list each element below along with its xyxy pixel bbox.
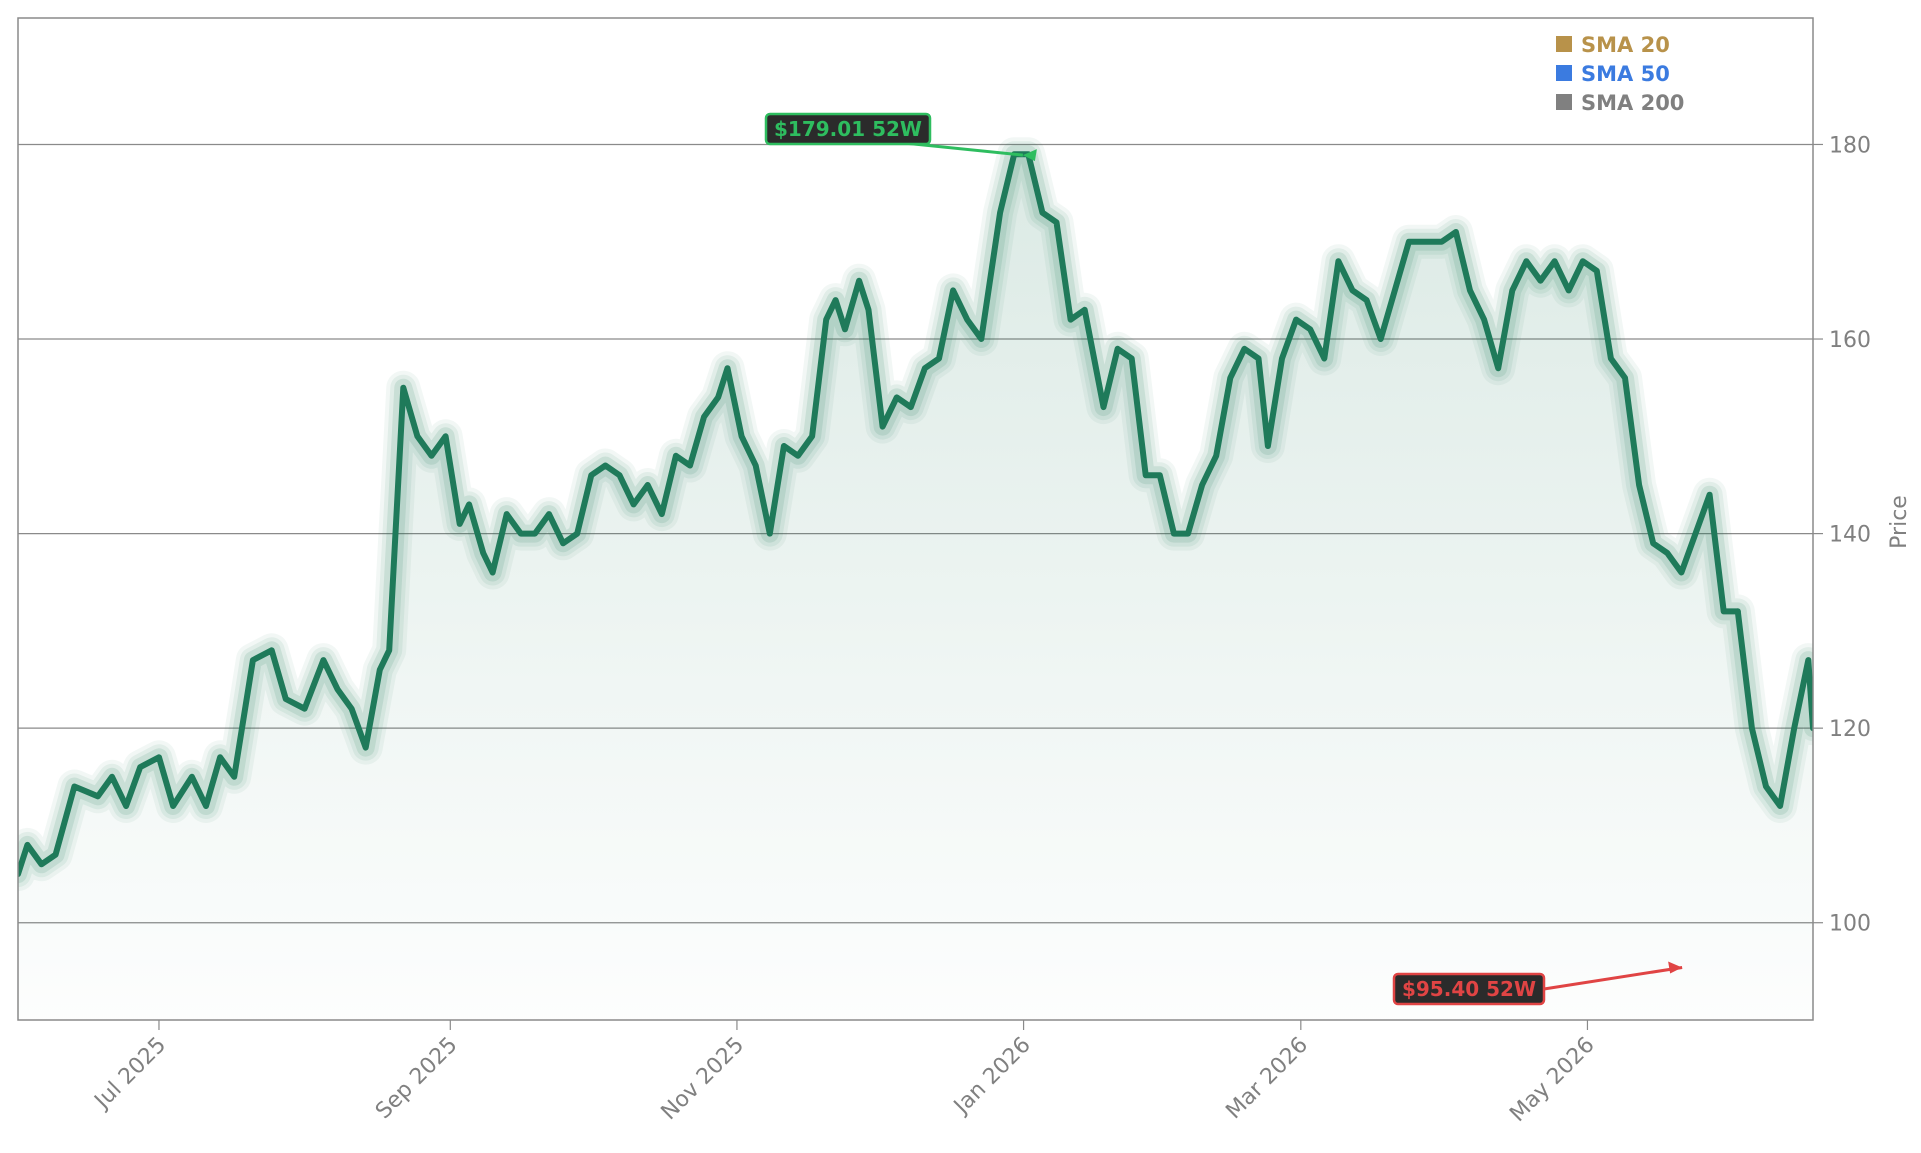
y-tick-label: 140: [1829, 523, 1871, 548]
low-52w-label: $95.40 52W: [1402, 977, 1536, 1001]
price-line-1: [18, 151, 1741, 878]
x-tick-label: Jul 2025: [89, 1033, 171, 1115]
legend-label: SMA 200: [1581, 91, 1684, 115]
x-tick-label: May 2026: [1505, 1033, 1599, 1127]
legend-swatch: [1556, 65, 1572, 81]
annotation-arrowhead: [1022, 149, 1037, 162]
price-area: [18, 154, 1813, 1020]
legend-label: SMA 20: [1581, 33, 1670, 57]
legend-swatch: [1556, 94, 1572, 110]
legend-swatch: [1556, 36, 1572, 52]
plot-frame: [17, 17, 1814, 1021]
x-axis: Jul 2025 Sep 2025 Nov 2025 Jan 2026 Mar 2026…: [89, 1020, 1600, 1127]
x-tick-label: Jan 2026: [948, 1033, 1036, 1121]
y-tick-label: 160: [1829, 328, 1871, 353]
annotation-box: [1392, 972, 1546, 1006]
y-tick-label: 120: [1829, 717, 1871, 742]
annotation-arrow: [1543, 965, 1683, 991]
legend-label: SMA 50: [1581, 62, 1670, 86]
plot-area: [18, 137, 1813, 1020]
annotations: $179.01 52W $95.40 52W: [764, 112, 1683, 1006]
x-tick-label: Nov 2025: [657, 1033, 750, 1126]
price-line-2: [1734, 608, 1813, 809]
y-axis: 100 120 140 160 180: [1813, 133, 1871, 937]
y-axis-label: Price: [1887, 495, 1912, 549]
x-tick-label: Mar 2026: [1221, 1033, 1313, 1125]
high-52w-label: $179.01 52W: [774, 117, 922, 141]
x-tick-label: Sep 2025: [371, 1033, 463, 1125]
y-tick-label: 100: [1829, 912, 1871, 937]
legend: SMA 20 SMA 50 SMA 200: [1556, 33, 1684, 115]
annotation-box: [764, 112, 932, 146]
annotation-arrowhead: [1668, 961, 1683, 974]
y-tick-label: 180: [1829, 133, 1871, 158]
